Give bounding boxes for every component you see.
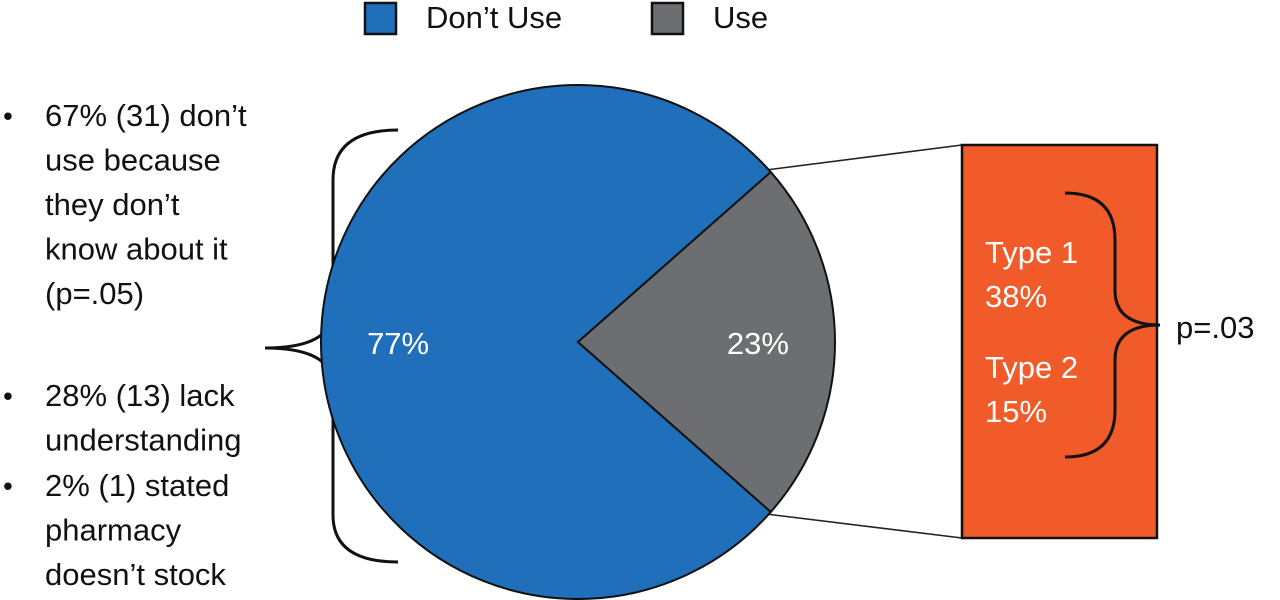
bullet-text: doesn’t stock bbox=[45, 557, 226, 592]
brace bbox=[264, 128, 399, 564]
breakdown-label: Type 1 bbox=[985, 235, 1078, 270]
legend-label: Don’t Use bbox=[426, 0, 562, 35]
bullet-text: they don’t bbox=[45, 187, 180, 222]
legend-label: Use bbox=[713, 0, 768, 35]
bullet-text: know about it bbox=[45, 232, 228, 267]
connector-line bbox=[765, 144, 963, 171]
bullet-text: use because bbox=[45, 143, 221, 178]
bullet-symbol: • bbox=[3, 470, 13, 501]
bullet-text: 67% (31) don’t bbox=[45, 98, 247, 133]
breakdown-label: Type 2 bbox=[985, 350, 1078, 385]
bullet-symbol: • bbox=[3, 380, 13, 411]
bullet-text: 28% (13) lack bbox=[45, 378, 235, 413]
legend-swatch bbox=[650, 1, 685, 36]
bullet-text: (p=.05) bbox=[45, 276, 144, 311]
breakdown-label: 15% bbox=[985, 394, 1047, 429]
bullet-text: pharmacy bbox=[45, 513, 182, 548]
p-value: p=.03 bbox=[1176, 310, 1254, 345]
legend-swatch bbox=[363, 1, 398, 36]
pie-slice bbox=[320, 84, 773, 600]
breakdown-box bbox=[960, 143, 1159, 540]
bullet-text: 2% (1) stated bbox=[45, 468, 229, 503]
connector-line bbox=[765, 513, 963, 539]
data-label: 77% bbox=[367, 326, 429, 361]
brace bbox=[1064, 191, 1161, 459]
data-label: 23% bbox=[727, 326, 789, 361]
breakdown-label: 38% bbox=[985, 279, 1047, 314]
bullet-text: understanding bbox=[45, 423, 242, 458]
bullet-symbol: • bbox=[3, 100, 13, 131]
pie-slice bbox=[576, 170, 836, 514]
